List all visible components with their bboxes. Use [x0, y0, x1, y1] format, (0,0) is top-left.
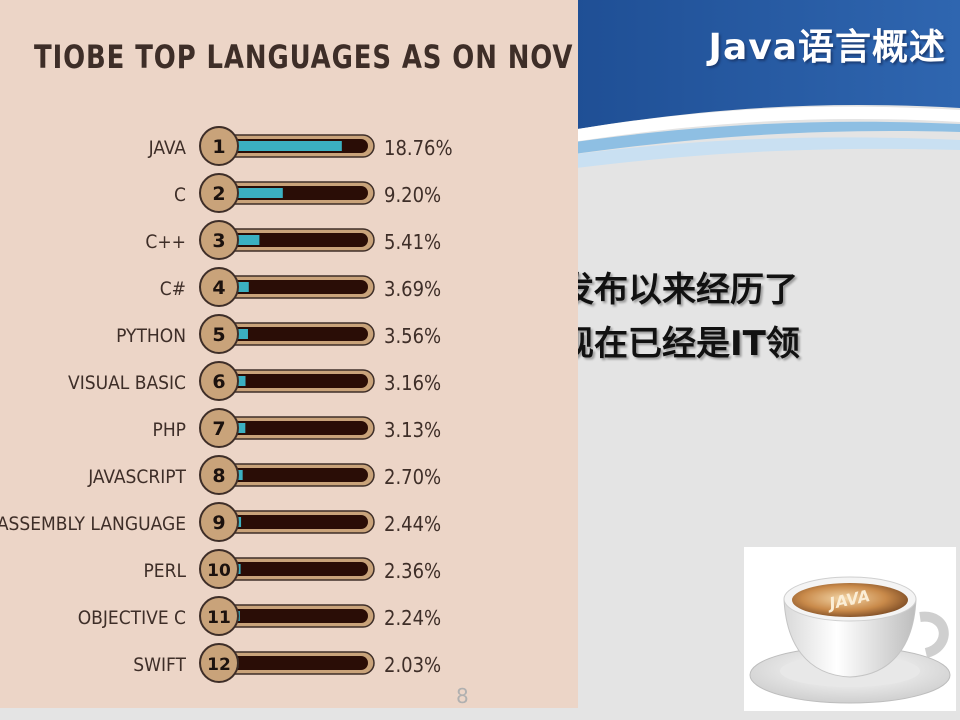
bar-track: [226, 609, 368, 623]
value-label: 2.03%: [384, 653, 441, 677]
category-label: C++: [145, 231, 186, 253]
rank-badge: [199, 267, 239, 307]
coffee-cup-icon: JAVA: [749, 576, 951, 704]
rank-badge: [199, 173, 239, 213]
value-label: 18.76%: [384, 136, 453, 160]
rank-number: 7: [212, 418, 225, 440]
bar-track: [226, 327, 368, 341]
rank-badge: [199, 455, 239, 495]
value-label: 5.41%: [384, 230, 441, 254]
category-label: C#: [160, 278, 186, 300]
rank-number: 10: [207, 561, 231, 581]
value-label: 3.16%: [384, 371, 441, 395]
value-label: 3.13%: [384, 418, 441, 442]
bar-value: [226, 235, 260, 245]
rank-badge: [199, 502, 239, 542]
category-label: PERL: [144, 560, 187, 582]
value-label: 3.56%: [384, 324, 441, 348]
rank-badge: [199, 549, 239, 589]
category-label: SWIFT: [133, 654, 186, 676]
rank-badge: [199, 220, 239, 260]
bar-track: [226, 515, 368, 529]
slide-title: Java语言概述: [708, 27, 946, 68]
rank-badge: [199, 643, 239, 683]
rank-badge: [199, 596, 239, 636]
body-text-line-1: 发布以来经历了: [560, 270, 798, 310]
category-label: ASSEMBLY LANGUAGE: [0, 513, 186, 535]
value-label: 2.44%: [384, 512, 441, 536]
bar-value: [226, 188, 283, 198]
bar-track: [226, 280, 368, 294]
rank-number: 12: [207, 655, 231, 675]
category-label: VISUAL BASIC: [68, 372, 186, 394]
value-label: 2.24%: [384, 606, 441, 630]
bar-track: [226, 468, 368, 482]
rank-number: 2: [212, 183, 225, 205]
bar-track: [226, 562, 368, 576]
value-label: 2.70%: [384, 465, 441, 489]
ranking-chart: JAVA 1 18.76% C 2 9.20% C++ 3 5.41% C# 4 3.69% PYTHO…: [0, 126, 453, 683]
bar-track: [226, 374, 368, 388]
category-label: OBJECTIVE C: [78, 607, 186, 629]
tiobe-infographic: TIOBE TOP LANGUAGES AS ON NOV 2016 JAVA 1…: [0, 0, 578, 708]
bar-track: [226, 421, 368, 435]
page-number: 8: [456, 684, 469, 708]
rank-number: 5: [212, 324, 225, 346]
rank-number: 1: [212, 136, 225, 158]
rank-number: 9: [212, 512, 225, 534]
rank-number: 4: [212, 277, 225, 299]
category-label: C: [174, 184, 186, 206]
category-label: PYTHON: [116, 325, 186, 347]
value-label: 9.20%: [384, 183, 441, 207]
category-label: PHP: [153, 419, 186, 441]
rank-badge: [199, 314, 239, 354]
rank-number: 8: [212, 465, 225, 487]
value-label: 3.69%: [384, 277, 441, 301]
category-label: JAVA: [148, 137, 187, 159]
value-label: 2.36%: [384, 559, 441, 583]
category-label: JAVASCRIPT: [87, 466, 186, 488]
coffee-cup-image: JAVA: [744, 547, 956, 711]
body-text-line-2: 现在已经是IT领: [560, 324, 800, 364]
bar-value: [226, 141, 342, 151]
bar-track: [226, 656, 368, 670]
chart-title: TIOBE TOP LANGUAGES AS ON NOV 2016: [34, 38, 578, 76]
rank-badge: [199, 361, 239, 401]
rank-number: 3: [212, 230, 225, 252]
rank-badge: [199, 408, 239, 448]
rank-number: 11: [207, 608, 231, 628]
rank-badge: [199, 126, 239, 166]
bar-track: [226, 233, 368, 247]
rank-number: 6: [212, 371, 225, 393]
